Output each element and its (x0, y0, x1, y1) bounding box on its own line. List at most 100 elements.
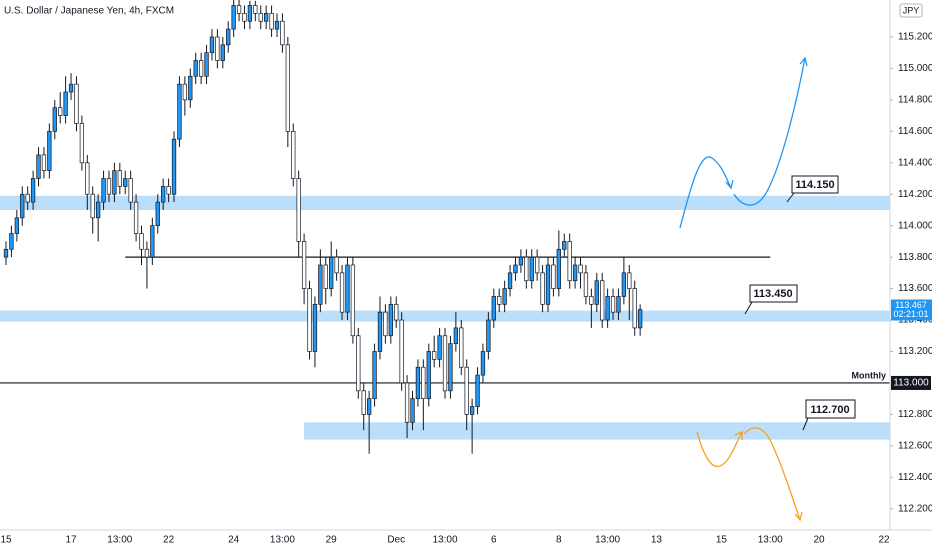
candle-body (621, 272, 627, 297)
x-tick-label: 17 (65, 535, 77, 546)
candle-body (307, 288, 312, 352)
arrow-head (794, 511, 803, 522)
candle-body (529, 256, 534, 282)
candle-body (426, 351, 431, 400)
candle-body (247, 5, 253, 22)
chart-title: U.S. Dollar / Japanese Yen, 4h, FXCM (4, 6, 174, 17)
candle-body (632, 288, 637, 329)
zone (0, 195, 890, 210)
y-tick-label: 112.400 (898, 472, 932, 483)
candle-body (377, 311, 383, 352)
candle-body (95, 201, 101, 219)
candle-body (226, 28, 231, 46)
y-tick-label: 113.600 (898, 283, 932, 294)
candle-body (204, 52, 209, 77)
candle-body (150, 225, 155, 258)
candle-body (486, 319, 491, 352)
y-tick-label: 112.200 (898, 503, 932, 514)
callout-label: 113.450 (753, 288, 792, 300)
callout-pointer (802, 417, 809, 431)
callout-box (791, 175, 839, 194)
candle-body (274, 20, 280, 30)
x-tick-label: 13:00 (107, 535, 132, 546)
candle-body (296, 178, 301, 242)
candle-body (404, 382, 410, 423)
candle-body (600, 280, 605, 321)
last-price-tag (891, 299, 932, 321)
currency-label: JPY (903, 5, 920, 15)
candle-body (68, 83, 74, 93)
candle-body (388, 303, 393, 337)
level-label: Monthly (852, 370, 887, 380)
last-price-label: 113.467 (895, 300, 927, 310)
zone (0, 310, 890, 322)
candle-body (432, 351, 437, 360)
candle-body (556, 248, 561, 289)
candle-body (171, 138, 177, 195)
candle-body (448, 343, 453, 392)
candle-body (155, 201, 160, 227)
candle-body (280, 20, 285, 46)
x-tick-label: 15 (716, 535, 728, 546)
x-tick-label: 15 (0, 535, 12, 546)
candle-body (562, 241, 567, 250)
y-tick-label: 113.800 (898, 252, 932, 263)
candle-body (123, 178, 128, 187)
candle-body (627, 272, 632, 289)
candle-body (491, 296, 496, 321)
candle-body (361, 390, 366, 415)
candle-body (269, 13, 274, 30)
candle-body (567, 241, 572, 282)
candle-body (480, 351, 486, 376)
candle-body (394, 303, 399, 321)
candle-body (459, 327, 464, 368)
x-tick-label: 24 (228, 535, 240, 546)
candle-body (9, 233, 14, 250)
candle-body (166, 186, 171, 195)
y-tick-label: 114.800 (898, 95, 932, 106)
arrow-head (725, 179, 734, 190)
candle-body (312, 303, 318, 352)
candle-body (3, 248, 9, 258)
candle-body (366, 398, 372, 415)
x-tick-label: Dec (387, 535, 405, 546)
candle-body (605, 296, 610, 321)
candle-body (540, 272, 545, 305)
arrow-head (734, 431, 743, 440)
candle-body (513, 264, 518, 274)
candle-body (339, 272, 345, 313)
candle-body (236, 5, 242, 14)
candle-body (231, 5, 236, 30)
x-tick-label: 8 (556, 535, 562, 546)
candle-body (47, 130, 52, 171)
candle-body (41, 154, 47, 171)
y-tick-label: 112.800 (898, 409, 932, 420)
candle-body (345, 264, 350, 313)
candle-body (74, 83, 79, 124)
x-tick-label: 13 (651, 535, 663, 546)
candle-body (58, 107, 63, 116)
candle-body (497, 296, 502, 305)
candle-body (264, 13, 269, 22)
candle-body (36, 154, 41, 179)
callout: 112.700 (802, 399, 856, 431)
callout: 113.450 (744, 284, 798, 315)
candle-body (410, 398, 415, 423)
x-tick-label: 13:00 (595, 535, 620, 546)
callout-label: 114.150 (795, 179, 834, 191)
arrow-head (799, 56, 808, 67)
callout-box (749, 284, 798, 303)
x-tick-label: 29 (326, 535, 338, 546)
candle-body (437, 335, 442, 360)
x-tick-label: 6 (491, 535, 497, 546)
candle-body (101, 178, 106, 203)
candle-body (20, 193, 25, 219)
candle-body (469, 406, 475, 415)
candle-body (285, 44, 290, 132)
candle-body (253, 5, 258, 14)
candle-body (421, 366, 426, 400)
x-tick-label: 20 (813, 535, 825, 546)
candle-body (518, 256, 524, 266)
countdown-label: 02:21:01 (893, 309, 928, 319)
